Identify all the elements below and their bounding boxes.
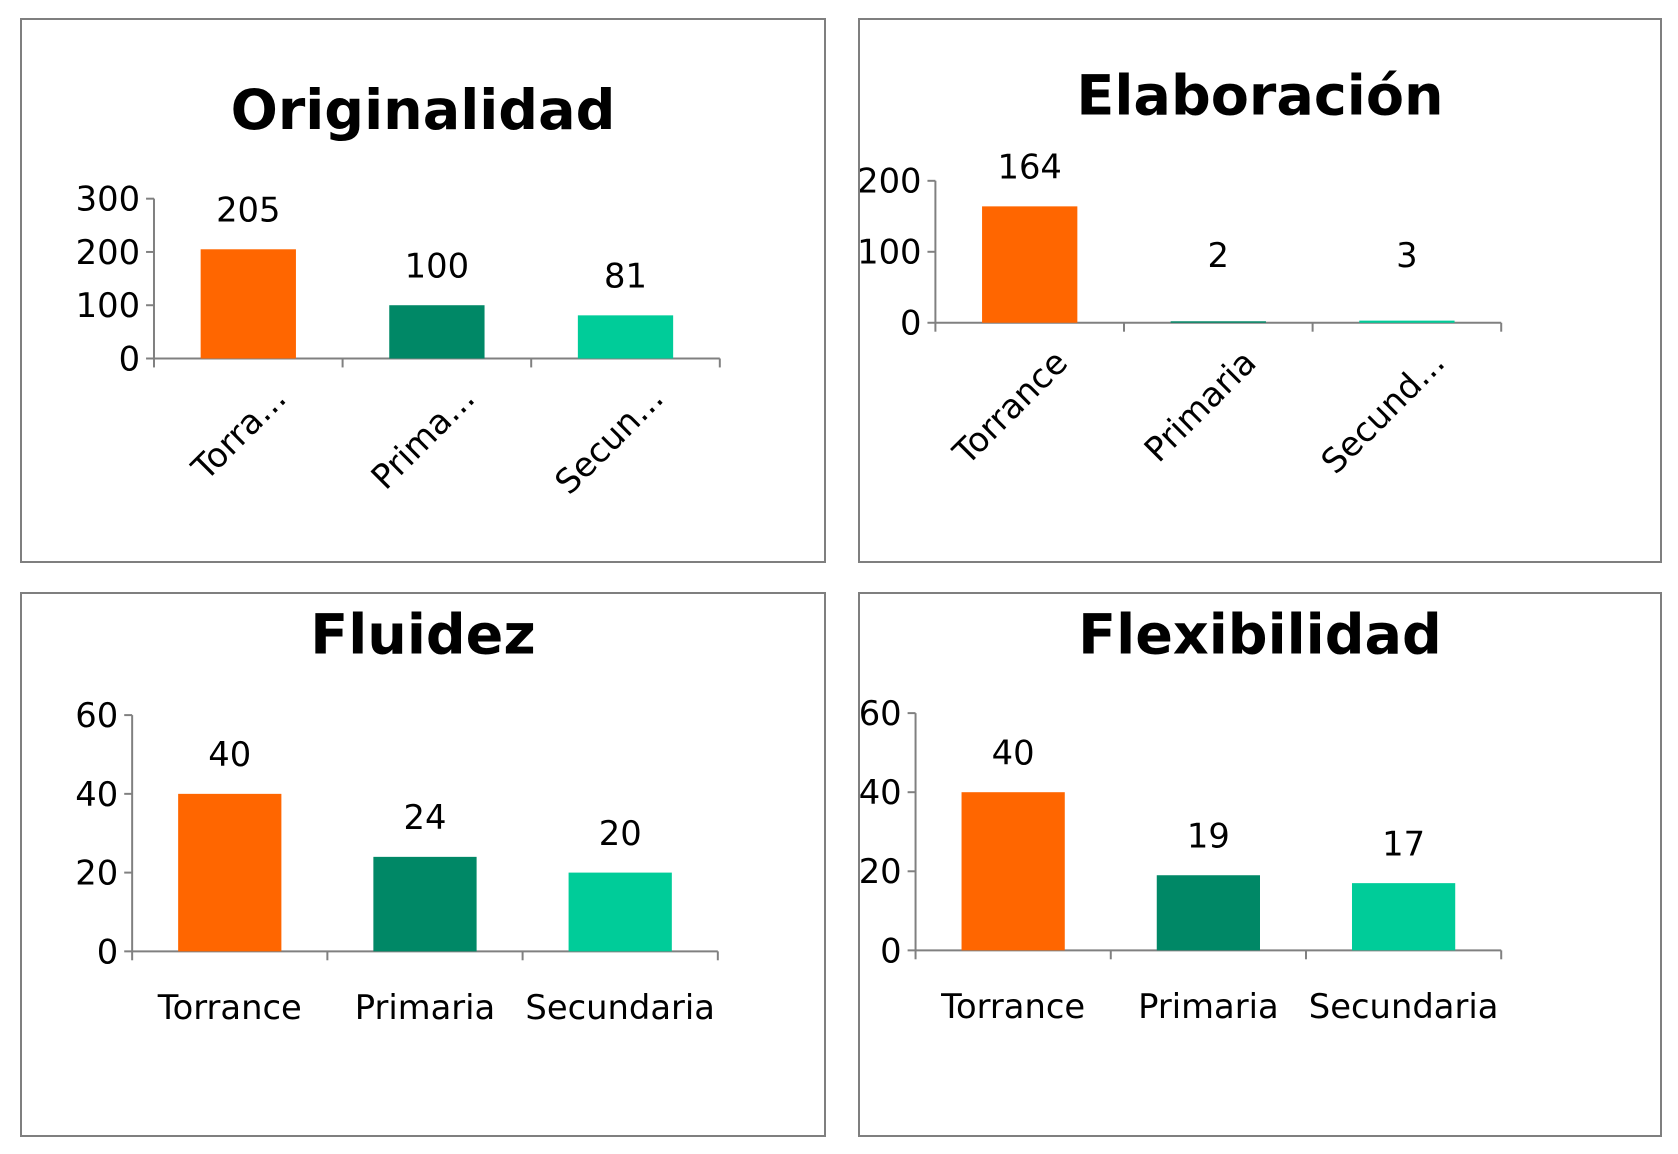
- category-label: Torrance: [940, 987, 1085, 1026]
- bar-primaria: [1156, 875, 1260, 951]
- chart-title: Elaboración: [1076, 63, 1443, 128]
- category-label: Secund...: [1314, 343, 1453, 482]
- bar-primaria: [1170, 321, 1266, 323]
- bar-torrance: [200, 249, 296, 359]
- bar-primaria: [389, 305, 485, 359]
- chart-flexibilidad: Flexibilidad 0 20 40 60 40 Torrance 19 Primaria…: [860, 603, 1503, 1026]
- y-tick-label: 100: [860, 233, 922, 272]
- y-tick-label: 20: [75, 854, 118, 893]
- y-tick-label: 60: [75, 696, 118, 735]
- bar-primaria: [373, 856, 477, 952]
- y-tick-label: 20: [860, 852, 902, 891]
- data-label: 81: [604, 257, 647, 296]
- data-label: 100: [405, 246, 469, 285]
- chart-title: Flexibilidad: [1078, 603, 1442, 668]
- data-label: 164: [997, 148, 1061, 187]
- category-label: Torrance: [157, 988, 302, 1027]
- chart-title: Fluidez: [310, 603, 535, 668]
- data-label: 24: [404, 798, 447, 837]
- bar-torrance: [178, 793, 282, 952]
- data-label: 19: [1187, 816, 1230, 855]
- bar-torrance: [982, 206, 1078, 323]
- bar-secundaria: [568, 872, 672, 952]
- y-tick-label: 200: [860, 162, 922, 201]
- chart-panel-elaboracion: Elaboración 0 100 200 164 Torrance 2 Primaria 3…: [858, 18, 1662, 563]
- data-label: 2: [1208, 236, 1229, 275]
- bar-torrance: [961, 792, 1065, 951]
- category-label: Primaria: [355, 988, 496, 1027]
- category-label: Primaria: [1137, 343, 1264, 470]
- category-label: Secundaria: [525, 988, 715, 1027]
- y-tick-label: 40: [75, 775, 118, 814]
- y-tick-label: 300: [76, 180, 140, 219]
- y-tick-label: 0: [119, 339, 140, 378]
- chart-originalidad: Originalidad 0 100 200 300 205 Torra... 100 Pri…: [76, 78, 721, 502]
- y-tick-label: 40: [860, 773, 902, 812]
- data-label: 17: [1382, 824, 1425, 863]
- data-label: 40: [992, 733, 1035, 772]
- chart-panel-fluidez: Fluidez 0 20 40 60 40 Torrance 24 Primaria 20 Sec…: [20, 592, 826, 1137]
- bar-secundaria: [1351, 883, 1456, 951]
- y-tick-label: 200: [76, 233, 140, 272]
- y-tick-label: 100: [76, 286, 140, 325]
- chart-title: Originalidad: [231, 78, 616, 143]
- category-label: Secun...: [547, 378, 671, 502]
- y-tick-label: 60: [860, 694, 902, 733]
- chart-panel-originalidad: Originalidad 0 100 200 300 205 Torra... 100 Pri…: [20, 18, 826, 563]
- bar-secundaria: [577, 315, 674, 359]
- data-label: 3: [1396, 236, 1417, 275]
- y-tick-label: 0: [97, 932, 118, 971]
- data-label: 20: [599, 814, 642, 853]
- chart-panel-flexibilidad: Flexibilidad 0 20 40 60 40 Torrance 19 Primaria…: [858, 592, 1662, 1137]
- category-label: Secundaria: [1309, 987, 1499, 1026]
- bar-secundaria: [1359, 320, 1455, 323]
- chart-fluidez: Fluidez 0 20 40 60 40 Torrance 24 Primaria 20 Sec…: [75, 603, 719, 1027]
- data-label: 205: [216, 190, 280, 229]
- category-label: Prima...: [364, 378, 483, 497]
- chart-elaboracion: Elaboración 0 100 200 164 Torrance 2 Primaria 3…: [860, 63, 1503, 482]
- category-label: Torra...: [184, 378, 294, 488]
- y-tick-label: 0: [900, 304, 921, 343]
- category-label: Primaria: [1138, 987, 1279, 1026]
- category-label: Torrance: [945, 343, 1075, 473]
- y-tick-label: 0: [880, 931, 901, 970]
- data-label: 40: [208, 735, 251, 774]
